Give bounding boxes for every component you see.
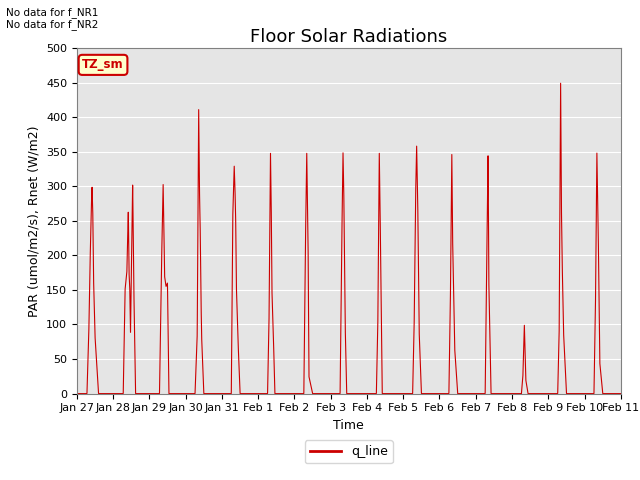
Y-axis label: PAR (umol/m2/s), Rnet (W/m2): PAR (umol/m2/s), Rnet (W/m2) (28, 125, 40, 316)
Text: No data for f_NR2: No data for f_NR2 (6, 19, 99, 30)
Text: No data for f_NR1: No data for f_NR1 (6, 7, 99, 18)
X-axis label: Time: Time (333, 419, 364, 432)
Text: TZ_sm: TZ_sm (82, 59, 124, 72)
Legend: q_line: q_line (305, 440, 393, 463)
Title: Floor Solar Radiations: Floor Solar Radiations (250, 28, 447, 47)
